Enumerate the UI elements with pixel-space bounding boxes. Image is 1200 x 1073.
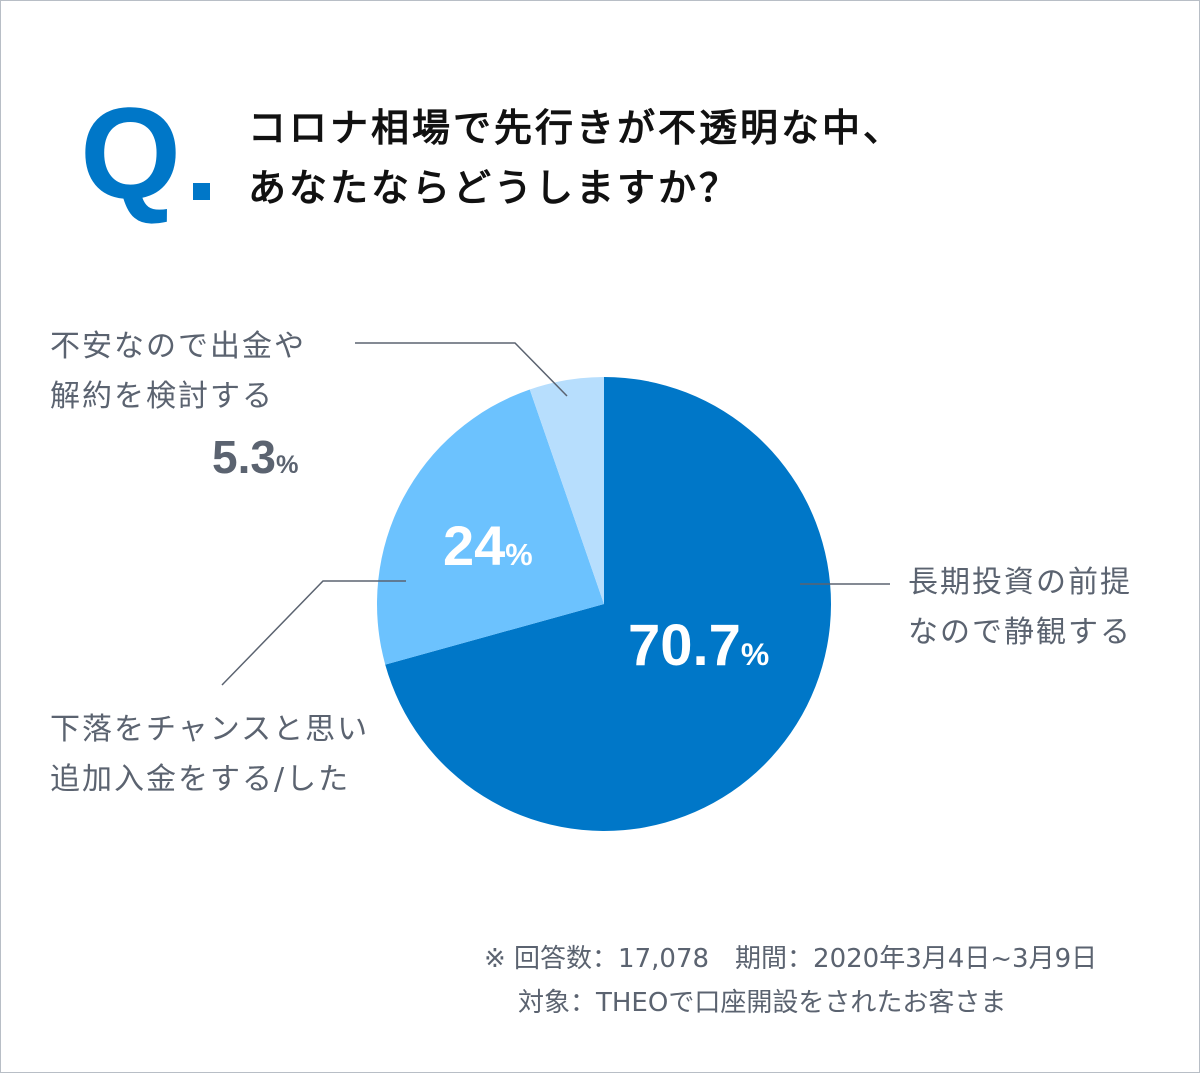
question-title: コロナ相場で先行きが不透明な中、 あなたならどうしますか？	[248, 98, 904, 218]
leader-line-5-3	[355, 342, 568, 397]
title-line-2: あなたならどうしますか？	[248, 166, 741, 210]
label-line: 解約を検討する	[50, 379, 274, 414]
data-label-70-7: 70.7%	[628, 613, 770, 678]
data-label-24: 24%	[443, 514, 533, 577]
slice-label-deposit: 下落をチャンスと思い 追加入金をする/した	[50, 705, 369, 805]
footnote-line-2: 対象：THEOで口座開設をされたお客さま	[518, 988, 1007, 1018]
footnote: ※ 回答数：17,078 期間：2020年3月4日~3月9日 対象：THEOで口…	[484, 937, 1097, 1025]
slice-label-hold: 長期投資の前提 なので静観する	[908, 558, 1132, 658]
leader-line-24	[221, 580, 406, 686]
label-line: 下落をチャンスと思い	[50, 712, 370, 747]
label-line: 追加入金をする/した	[50, 762, 351, 797]
label-line: 長期投資の前提	[908, 565, 1132, 600]
pie-slice-1	[376, 389, 604, 665]
pie-slice-2	[529, 377, 604, 604]
data-label-5-3: 5.3%	[212, 431, 299, 483]
pie-slice-0	[385, 377, 831, 831]
footnote-line-1: ※ 回答数：17,078 期間：2020年3月4日~3月9日	[484, 944, 1098, 974]
title-line-1: コロナ相場で先行きが不透明な中、	[248, 106, 905, 150]
question-dot	[193, 183, 210, 200]
slice-label-withdraw: 不安なので出金や 解約を検討する	[50, 322, 306, 422]
label-line: 不安なので出金や	[50, 329, 306, 364]
label-line: なので静観する	[908, 615, 1132, 650]
question-mark: Q	[80, 80, 182, 226]
